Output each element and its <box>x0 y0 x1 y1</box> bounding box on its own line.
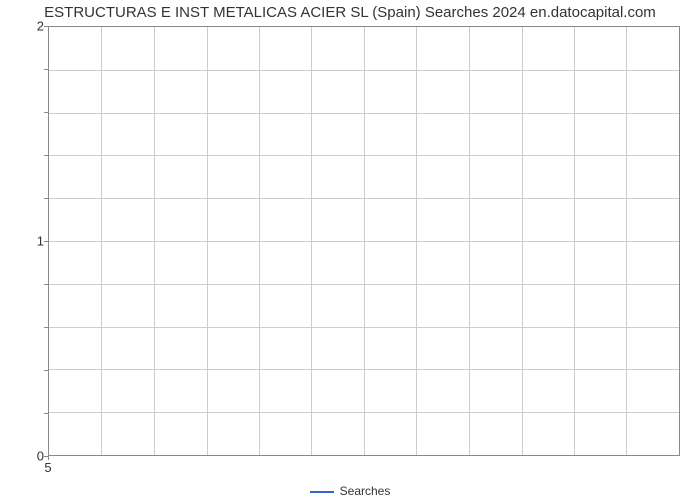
legend-label: Searches <box>340 484 391 498</box>
x-tick-mark <box>48 456 49 460</box>
legend-line-icon <box>310 491 334 493</box>
gridline-v <box>416 27 417 455</box>
y-tick-mark <box>44 69 48 70</box>
y-tick-mark <box>44 241 48 242</box>
y-tick-mark <box>44 26 48 27</box>
y-tick-mark <box>44 327 48 328</box>
y-tick-mark <box>44 112 48 113</box>
chart-container: ESTRUCTURAS E INST METALICAS ACIER SL (S… <box>0 0 700 500</box>
y-tick-mark <box>44 370 48 371</box>
y-tick-mark <box>44 413 48 414</box>
chart-title: ESTRUCTURAS E INST METALICAS ACIER SL (S… <box>0 4 700 21</box>
gridline-v <box>364 27 365 455</box>
y-tick-label: 1 <box>37 234 44 249</box>
gridline-v <box>101 27 102 455</box>
gridline-v <box>207 27 208 455</box>
gridline-v <box>469 27 470 455</box>
y-tick-mark <box>44 284 48 285</box>
gridline-v <box>311 27 312 455</box>
x-tick-label: 5 <box>44 460 51 475</box>
gridline-v <box>574 27 575 455</box>
legend: Searches <box>0 484 700 498</box>
gridline-v <box>522 27 523 455</box>
plot-area <box>48 26 680 456</box>
y-tick-mark <box>44 198 48 199</box>
gridline-v <box>154 27 155 455</box>
y-tick-label: 2 <box>37 19 44 34</box>
y-tick-label: 0 <box>37 449 44 464</box>
gridline-v <box>626 27 627 455</box>
gridline-v <box>259 27 260 455</box>
y-tick-mark <box>44 155 48 156</box>
